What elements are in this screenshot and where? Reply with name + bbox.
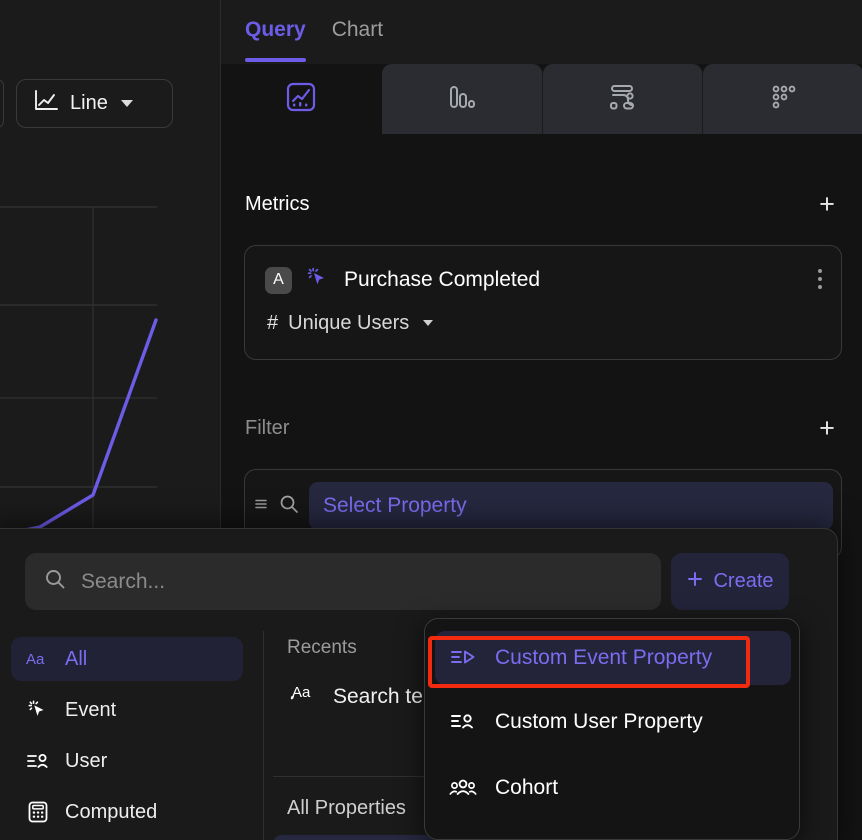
search-icon xyxy=(278,493,300,520)
recent-item-label: Search te xyxy=(333,685,423,708)
metric-event-name: Purchase Completed xyxy=(344,268,541,291)
property-search-field[interactable]: Search... xyxy=(25,553,661,610)
svg-text:Aa: Aa xyxy=(26,651,45,668)
category-item-user[interactable]: User xyxy=(11,739,243,783)
adjacent-control-sliver xyxy=(0,79,4,128)
tab-journey[interactable] xyxy=(542,64,704,134)
chart-type-selector[interactable]: Line xyxy=(16,79,173,128)
property-list-item[interactable] xyxy=(273,835,473,840)
text-aa-icon: Aa xyxy=(25,649,51,669)
category-list: Aa All Event xyxy=(11,637,243,840)
metric-measure-selector[interactable]: # Unique Users xyxy=(267,309,434,337)
filter-row: Select Property xyxy=(253,482,833,530)
category-label: Event xyxy=(65,698,117,721)
category-label: Computed xyxy=(65,800,158,823)
text-aa-star-icon: Aa xyxy=(287,681,317,713)
tab-funnel[interactable] xyxy=(381,64,543,134)
tab-query[interactable]: Query xyxy=(245,18,306,62)
category-item-computed[interactable]: Computed xyxy=(11,790,243,834)
recents-divider xyxy=(273,776,425,777)
chart-type-label: Line xyxy=(70,92,108,114)
metrics-header: Metrics + xyxy=(245,190,839,218)
submenu-item-custom-event-property[interactable]: Custom Event Property xyxy=(435,631,791,685)
column-divider xyxy=(263,631,264,840)
funnel-icon xyxy=(445,80,479,119)
plus-icon xyxy=(686,570,704,594)
line-chart-icon xyxy=(33,89,59,119)
metric-measure-label: Unique Users xyxy=(288,311,410,334)
custom-event-property-icon xyxy=(449,647,477,669)
metric-card[interactable]: A Purchase Completed # Unique Users xyxy=(244,245,842,360)
cohort-icon xyxy=(449,777,477,799)
category-item-event[interactable]: Event xyxy=(11,688,243,732)
custom-user-property-icon xyxy=(449,711,477,733)
all-properties-label: All Properties xyxy=(287,797,406,819)
svg-text:Aa: Aa xyxy=(292,684,311,701)
submenu-item-custom-user-property[interactable]: Custom User Property xyxy=(435,695,791,749)
recent-item[interactable]: Aa Search te xyxy=(287,681,487,713)
event-cursor-icon xyxy=(305,265,331,296)
create-submenu: Custom Event Property Custom User Proper… xyxy=(424,618,800,840)
category-label: All xyxy=(65,647,88,670)
recents-column: Recents Aa Search te xyxy=(287,637,487,713)
metric-badge: A xyxy=(265,266,292,294)
search-icon xyxy=(43,567,67,596)
submenu-item-label: Custom Event Property xyxy=(495,646,713,669)
tab-bar: Query Chart xyxy=(221,0,862,64)
retention-icon xyxy=(766,80,800,119)
event-cursor-icon xyxy=(25,698,51,722)
recents-title: Recents xyxy=(287,637,357,658)
create-button-label: Create xyxy=(713,570,774,592)
calculator-icon xyxy=(25,800,51,824)
tab-insights[interactable] xyxy=(221,64,382,134)
add-filter-button[interactable]: + xyxy=(819,412,835,443)
more-options-icon[interactable] xyxy=(809,266,831,292)
tab-chart[interactable]: Chart xyxy=(331,18,384,41)
metrics-title: Metrics xyxy=(245,192,310,215)
category-label: User xyxy=(65,749,108,772)
hash-icon: # xyxy=(267,311,279,334)
insights-icon xyxy=(284,80,318,119)
user-property-icon xyxy=(25,750,51,772)
drag-handle-icon[interactable] xyxy=(253,496,269,517)
analysis-type-tabs xyxy=(221,64,862,134)
metric-event-row: A Purchase Completed xyxy=(265,265,827,295)
chevron-down-icon xyxy=(120,100,133,107)
add-metric-button[interactable]: + xyxy=(819,188,835,219)
submenu-item-label: Custom User Property xyxy=(495,710,703,733)
select-property-input[interactable]: Select Property xyxy=(309,482,833,530)
filter-title: Filter xyxy=(245,416,290,439)
category-item-all[interactable]: Aa All xyxy=(11,637,243,681)
filter-header: Filter + xyxy=(245,414,839,442)
tab-retention[interactable] xyxy=(703,64,862,134)
line-chart-plot xyxy=(0,206,158,537)
submenu-item-cohort[interactable]: Cohort xyxy=(435,761,791,815)
chevron-down-icon xyxy=(423,320,434,326)
journey-icon xyxy=(605,80,639,119)
property-search-placeholder: Search... xyxy=(81,569,166,593)
submenu-item-label: Cohort xyxy=(495,776,559,799)
create-button[interactable]: Create xyxy=(671,553,789,610)
